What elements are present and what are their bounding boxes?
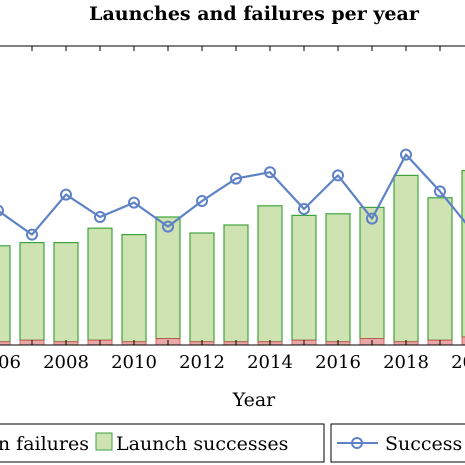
- success-point-2009: [94, 211, 106, 223]
- legend-line: Success: [330, 423, 465, 463]
- legend-successes-swatch: [95, 432, 113, 451]
- bar-success-2010: [121, 234, 147, 343]
- bar-success-2006: [0, 245, 11, 343]
- bar-success-2018: [393, 174, 419, 343]
- x-tick-label-2006: 2006: [0, 352, 21, 373]
- success-point-2015: [298, 203, 310, 215]
- legend-bars-frame: [0, 423, 325, 463]
- bar-success-2011: [155, 216, 181, 340]
- x-tick-label-2014: 2014: [247, 352, 293, 373]
- success-line: [0, 153, 465, 236]
- legend-bars: n failures Launch successes: [0, 423, 325, 463]
- success-point-2019: [434, 185, 446, 198]
- bar-success-2007: [19, 242, 45, 341]
- x-tick-label-2012: 2012: [179, 352, 225, 373]
- x-tick-label-2016: 2016: [315, 352, 361, 373]
- bar-success-2017: [359, 206, 385, 340]
- x-axis-label: Year: [232, 389, 276, 411]
- x-tick-label-2010: 2010: [111, 352, 157, 373]
- bar-success-2012: [189, 232, 215, 343]
- success-point-2011: [162, 220, 174, 233]
- success-point-2017: [366, 212, 378, 225]
- bar-success-2014: [257, 205, 283, 343]
- bar-success-2008: [53, 242, 79, 343]
- legend-success-label: Success: [385, 433, 462, 455]
- legend-success-marker: [351, 437, 363, 449]
- plot-area: 2006 2008 2010 2012 2014 2016 2018 2020: [0, 45, 465, 373]
- success-point-2014: [264, 166, 276, 179]
- bar-success-2013: [223, 224, 249, 343]
- legend-failures-label: n failures: [0, 433, 89, 455]
- bar-success-2020: [461, 170, 465, 338]
- bar-failure-2020: [461, 336, 465, 346]
- success-point-2018: [400, 148, 412, 161]
- bar-success-2009: [87, 227, 113, 341]
- success-point-2007: [26, 228, 38, 241]
- chart-title: Launches and failures per year: [89, 3, 420, 25]
- success-point-2013: [230, 172, 242, 185]
- bar-success-2015: [291, 214, 317, 341]
- x-tick-label-2020: 2020: [451, 352, 465, 373]
- success-point-2006: [0, 204, 4, 217]
- x-tick-label-2008: 2008: [43, 352, 89, 373]
- bar-failure-2006: [0, 341, 11, 346]
- bar-success-2019: [427, 197, 453, 341]
- success-point-2016: [332, 169, 344, 182]
- x-tick-label-2018: 2018: [383, 352, 429, 373]
- success-point-2008: [60, 188, 72, 201]
- bar-success-2016: [325, 213, 351, 343]
- success-point-2010: [128, 196, 140, 209]
- legend-successes-label: Launch successes: [116, 433, 288, 455]
- success-point-2012: [196, 195, 208, 207]
